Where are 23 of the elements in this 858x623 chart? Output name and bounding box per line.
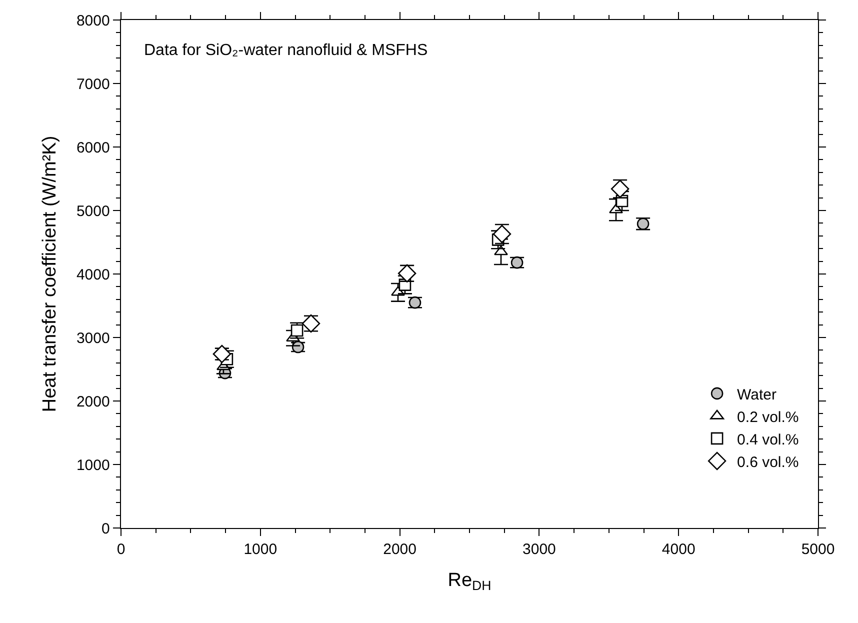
legend-label: 0.6 vol.%	[737, 454, 799, 471]
y-tick-label: 1000	[76, 456, 110, 474]
point	[212, 344, 232, 364]
y-tick-label: 7000	[76, 76, 110, 93]
x-tick-label: 0	[116, 541, 126, 558]
y-tick-label: 6000	[76, 139, 110, 156]
x-axis-title: Re$_{DH}$	[448, 570, 492, 593]
y-tick-label: 2000	[76, 393, 110, 410]
y-tick-label: 8000	[76, 12, 110, 30]
legend-label: 0.4 vol.%	[737, 431, 799, 448]
x-tick-label: 4000	[662, 541, 696, 558]
legend-label: 0.2 vol.%	[737, 408, 799, 426]
legend-label: Water	[737, 386, 777, 404]
y-tick-label: 4000	[76, 266, 110, 284]
y-tick-label: 0	[102, 520, 110, 538]
x-tick-label: 5000	[801, 541, 835, 558]
annotation: Data for SiO₂-water nanofluid & MSFHS	[144, 42, 428, 59]
y-tick-label: 5000	[76, 202, 110, 220]
x-tick-label: 2000	[383, 541, 416, 558]
x-tick-label: 3000	[522, 541, 556, 558]
y-axis-title: Heat transfer coefficient (W/m²K)	[39, 136, 60, 412]
y-tick-label: 3000	[76, 330, 110, 347]
x-tick-label: 1000	[244, 541, 278, 558]
